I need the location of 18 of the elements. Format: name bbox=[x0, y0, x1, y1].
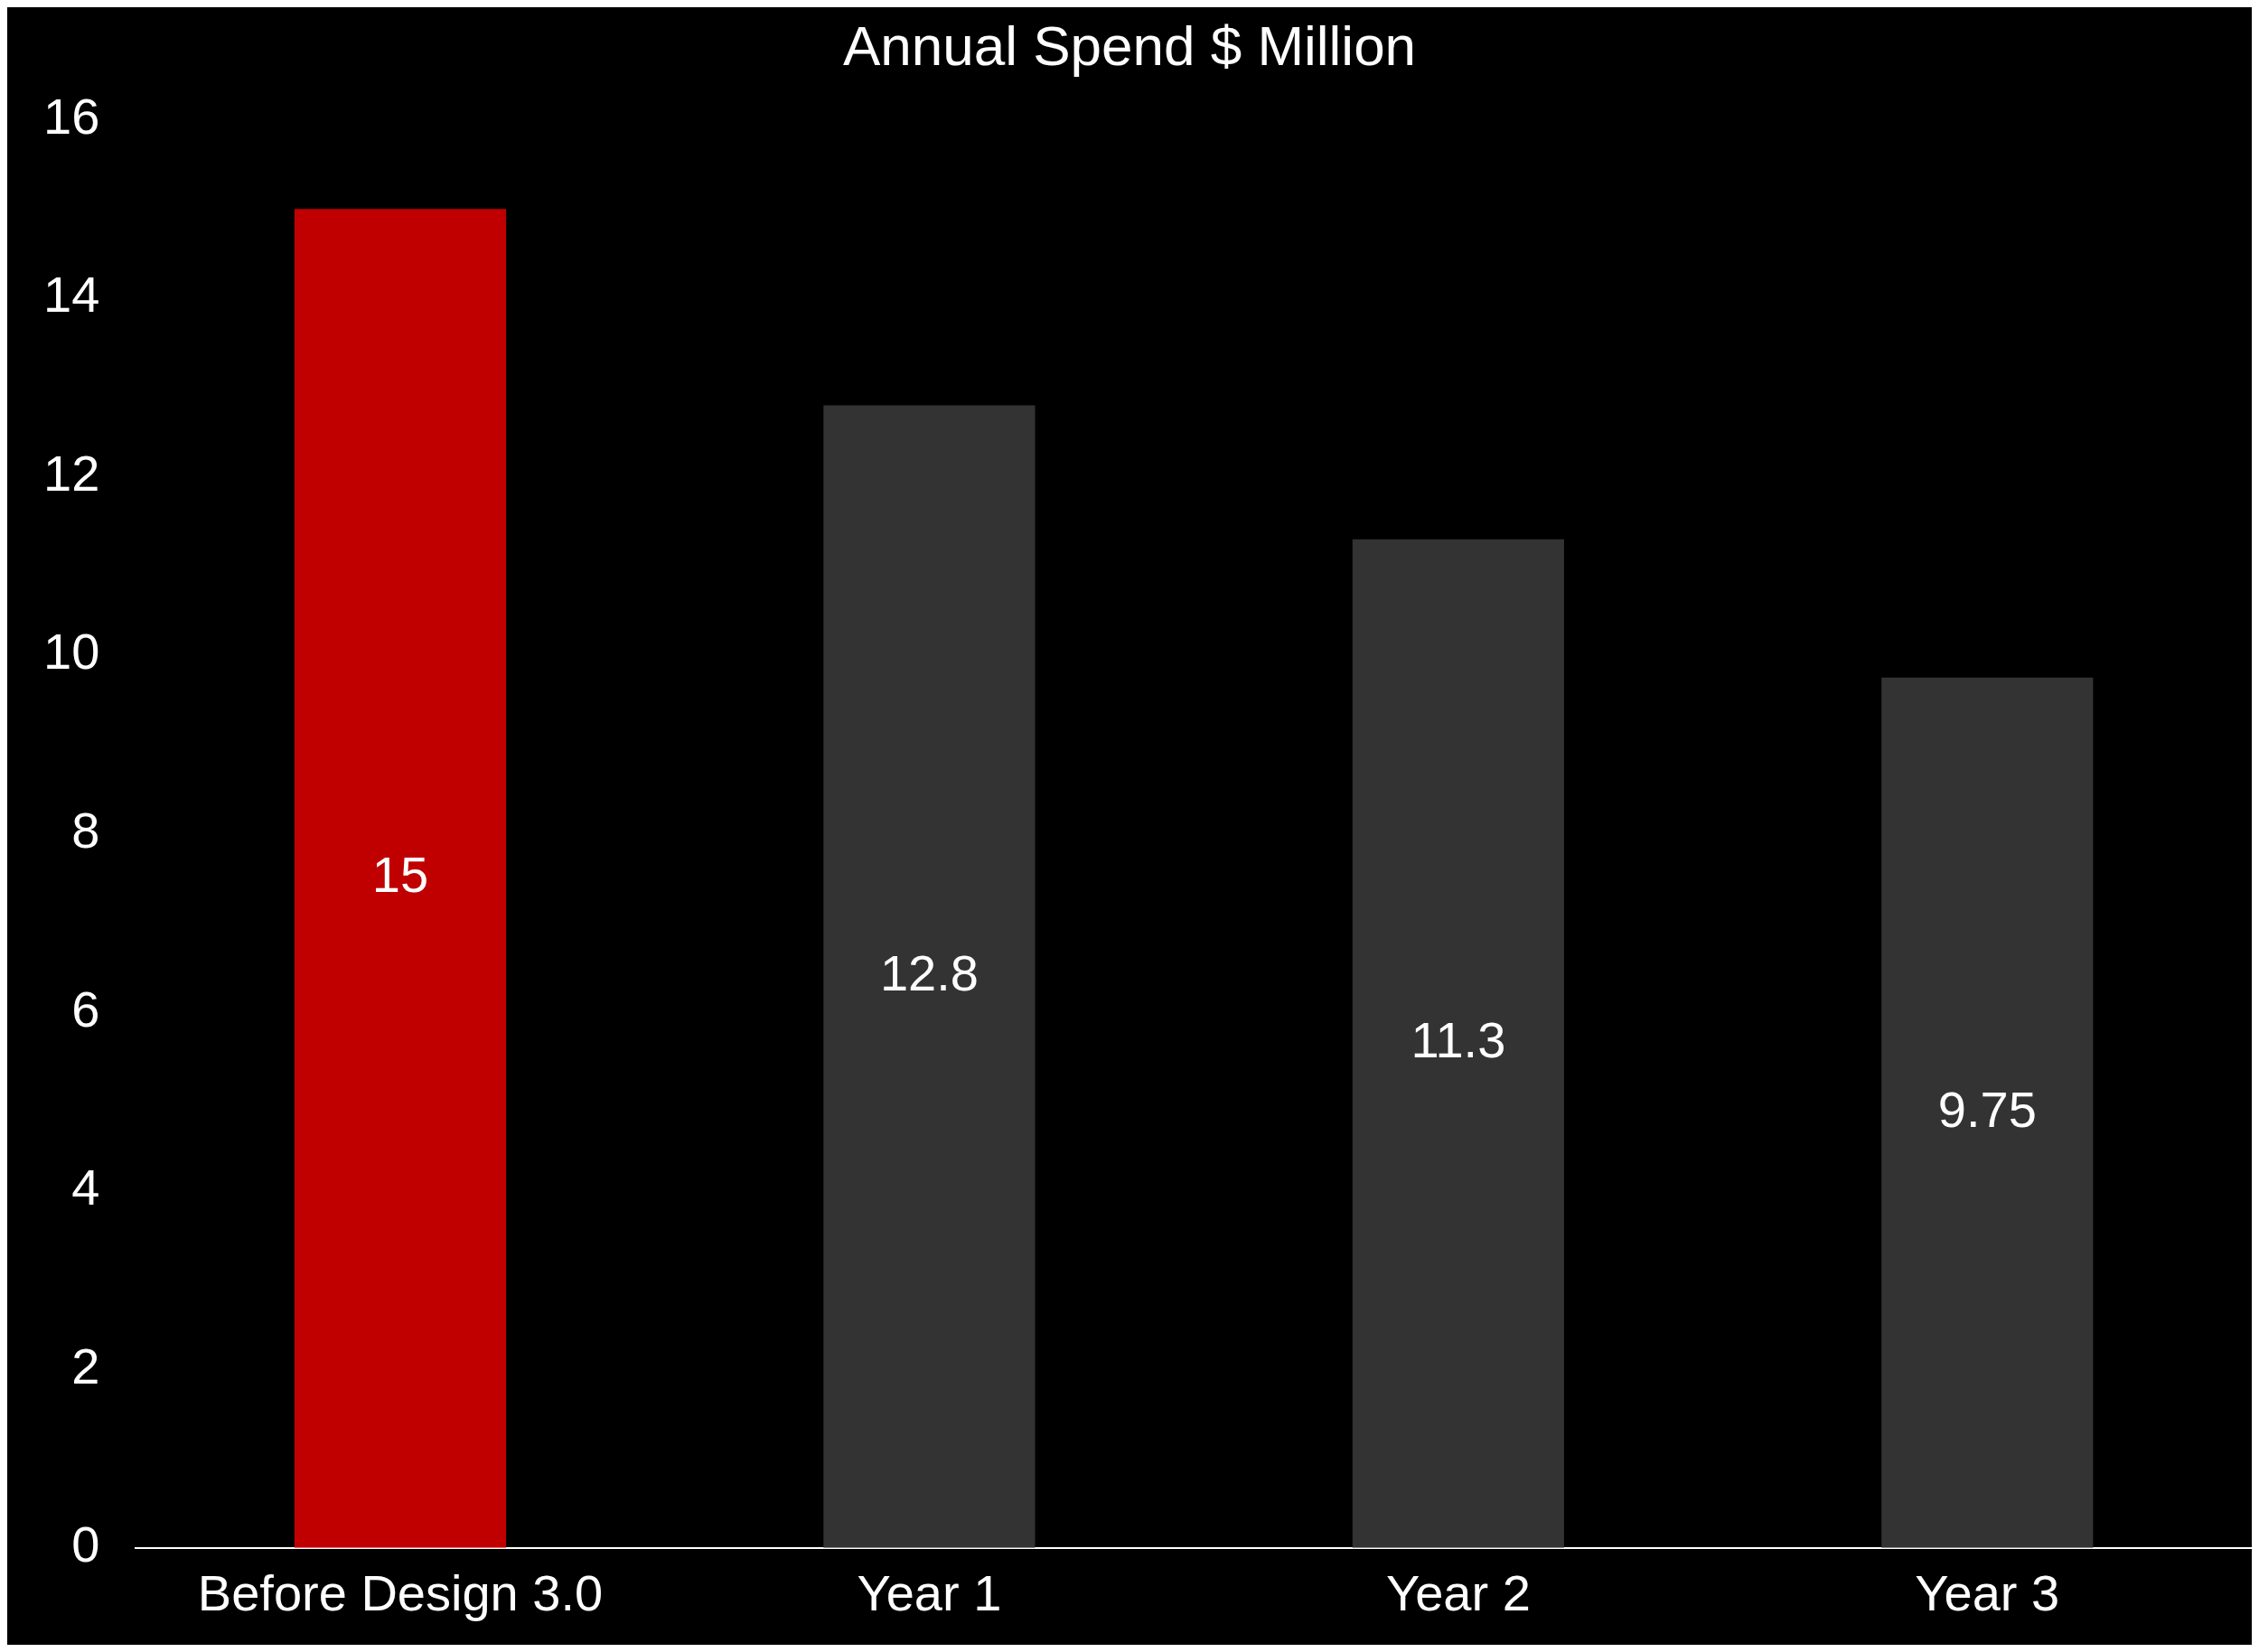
y-tick-label: 2 bbox=[71, 1337, 100, 1394]
y-tick-label: 6 bbox=[71, 980, 100, 1037]
chart-title: Annual Spend $ Million bbox=[842, 14, 1417, 78]
x-tick-label: Year 2 bbox=[1385, 1563, 1531, 1621]
y-tick-label: 14 bbox=[42, 266, 100, 324]
data-label: 15 bbox=[371, 846, 429, 904]
y-tick-label: 4 bbox=[71, 1159, 100, 1216]
y-tick-label: 0 bbox=[71, 1516, 100, 1573]
data-label: 12.8 bbox=[879, 944, 979, 1002]
y-tick-label: 8 bbox=[71, 802, 100, 859]
x-tick-label: Before Design 3.0 bbox=[197, 1563, 604, 1621]
data-label: 11.3 bbox=[1411, 1011, 1506, 1069]
data-label: 9.75 bbox=[1937, 1080, 2037, 1138]
x-tick-label: Year 3 bbox=[1915, 1563, 2060, 1621]
y-tick-label: 12 bbox=[42, 444, 100, 502]
y-tick-label: 10 bbox=[42, 623, 100, 681]
x-tick-label: Year 1 bbox=[857, 1563, 1002, 1621]
y-tick-label: 16 bbox=[42, 87, 100, 145]
